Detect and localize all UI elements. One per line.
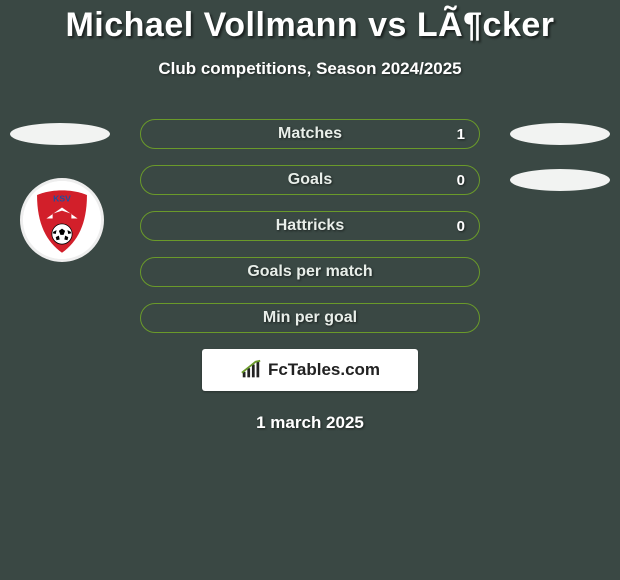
stat-row: Goals 0 bbox=[0, 165, 620, 195]
stat-label: Matches bbox=[278, 125, 342, 143]
stat-value: 0 bbox=[457, 218, 465, 235]
stat-bar: Goals per match bbox=[140, 257, 480, 287]
stat-bar: Goals 0 bbox=[140, 165, 480, 195]
stat-label: Goals bbox=[288, 171, 332, 189]
stat-label: Goals per match bbox=[247, 263, 372, 281]
stats-table: Matches 1 Goals 0 Hattricks 0 Goals per match M… bbox=[0, 119, 620, 333]
page-subtitle: Club competitions, Season 2024/2025 bbox=[0, 59, 620, 79]
stat-bar: Matches 1 bbox=[140, 119, 480, 149]
stat-bar: Hattricks 0 bbox=[140, 211, 480, 241]
stat-label: Min per goal bbox=[263, 309, 357, 327]
fctables-text: FcTables.com bbox=[268, 360, 380, 380]
stat-value: 1 bbox=[457, 126, 465, 143]
stat-row: Hattricks 0 bbox=[0, 211, 620, 241]
stat-row: Goals per match bbox=[0, 257, 620, 287]
stat-value: 0 bbox=[457, 172, 465, 189]
stat-bar: Min per goal bbox=[140, 303, 480, 333]
bar-chart-icon bbox=[240, 359, 262, 381]
right-player-marker bbox=[510, 123, 610, 145]
left-player-marker bbox=[10, 123, 110, 145]
stat-label: Hattricks bbox=[276, 217, 344, 235]
stat-row: Matches 1 bbox=[0, 119, 620, 149]
page-title: Michael Vollmann vs LÃ¶cker bbox=[0, 0, 620, 45]
fctables-logo: FcTables.com bbox=[202, 349, 418, 391]
right-player-marker bbox=[510, 169, 610, 191]
stat-row: Min per goal bbox=[0, 303, 620, 333]
comparison-date: 1 march 2025 bbox=[0, 413, 620, 433]
